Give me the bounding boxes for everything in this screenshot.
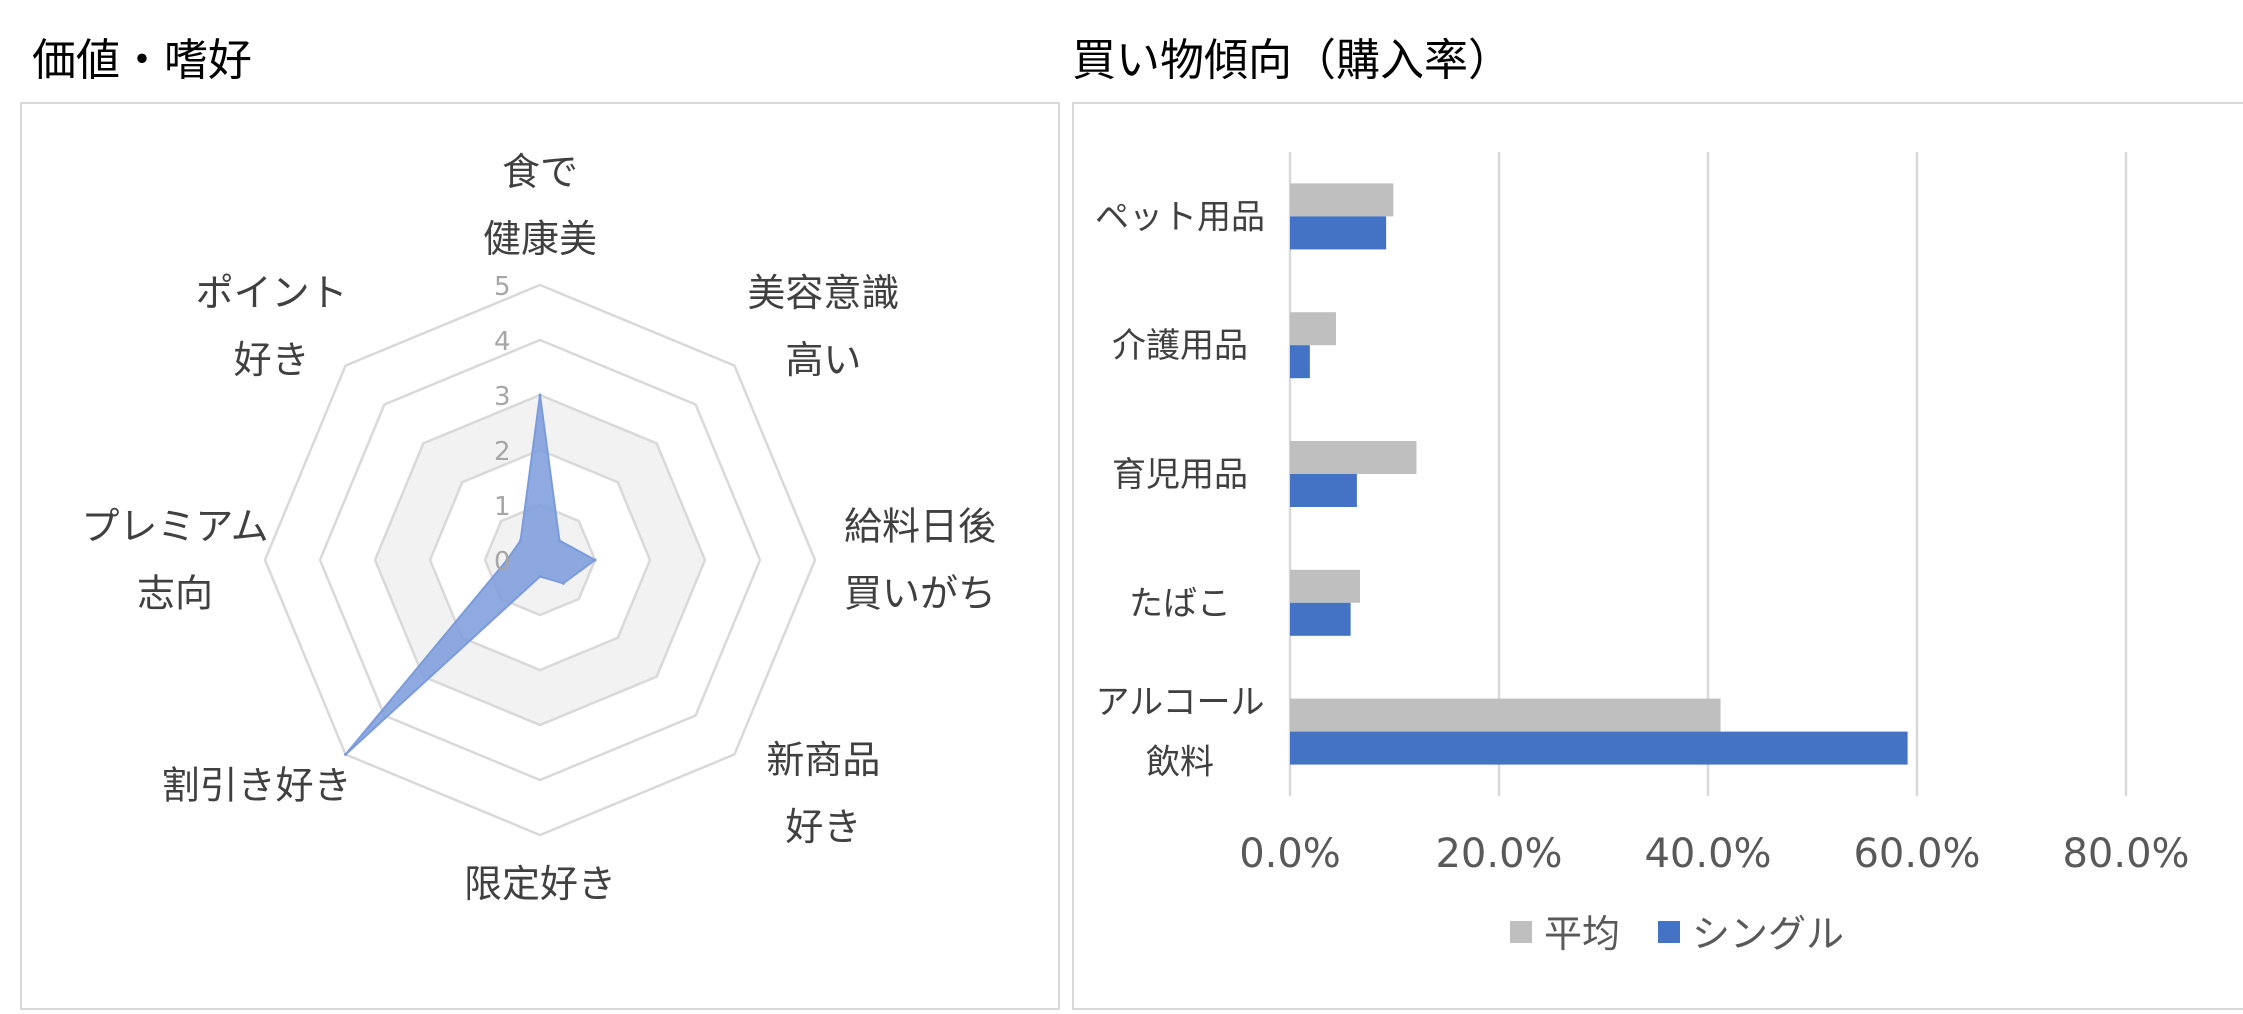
bar-category-label: 育児用品 xyxy=(1112,455,1248,495)
radar-scale-label: 4 xyxy=(494,327,511,357)
radar-axis-label: プレミアム xyxy=(81,505,268,549)
bar-single xyxy=(1290,345,1310,379)
bar-single xyxy=(1290,216,1387,250)
bar-average xyxy=(1290,698,1721,732)
bar-average xyxy=(1290,183,1394,217)
radar-axis-label: 新商品 xyxy=(766,738,880,782)
radar-point xyxy=(519,539,523,543)
bar-tick-label: 80.0% xyxy=(2062,831,2189,877)
radar-axis-label: 志向 xyxy=(137,572,213,616)
bar-tick-label: 20.0% xyxy=(1435,831,1562,877)
bar-tick-label: 60.0% xyxy=(1853,831,1980,877)
bar-single xyxy=(1290,602,1351,636)
radar-axis-label: 健康美 xyxy=(483,217,597,261)
bar-single xyxy=(1290,474,1357,507)
legend-swatch xyxy=(1658,921,1680,943)
radar-axis-label: 好き xyxy=(234,338,310,382)
radar-point xyxy=(344,752,348,756)
bar-average xyxy=(1290,312,1336,346)
radar-axis-label: 限定好き xyxy=(464,862,616,906)
radar-scale-label: 2 xyxy=(494,437,511,467)
radar-axis-label: 割引き好き xyxy=(162,763,352,807)
radar-scale-label: 0 xyxy=(494,547,511,577)
radar-scale-label: 5 xyxy=(494,272,511,302)
radar-gridline-3 xyxy=(373,393,707,727)
radar-chart-title: 価値・嗜好 xyxy=(32,35,252,86)
radar-axis-label: 食で xyxy=(502,150,578,194)
bar-category-label: 飲料 xyxy=(1146,743,1214,783)
radar-scale-label: 1 xyxy=(494,492,511,522)
radar-gridline-1 xyxy=(483,503,597,617)
legend-label: 平均 xyxy=(1544,912,1620,956)
bar-average xyxy=(1290,569,1361,603)
bar-chart-frame xyxy=(1072,102,2243,1010)
radar-scale-label: 3 xyxy=(494,382,511,412)
radar-point xyxy=(557,539,561,543)
radar-point xyxy=(538,393,542,397)
bar-average xyxy=(1290,441,1417,474)
bar-single xyxy=(1290,731,1908,765)
radar-axis-label: ポイント xyxy=(196,271,348,315)
radar-axis-label: 給料日後 xyxy=(844,505,996,549)
bar-tick-label: 40.0% xyxy=(1644,831,1771,877)
bar-category-label: たばこ xyxy=(1129,584,1231,624)
radar-gridline-2 xyxy=(428,448,652,672)
radar-axis-label: 好き xyxy=(785,805,861,849)
radar-gridline-5 xyxy=(263,283,817,837)
legend-label: シングル xyxy=(1692,912,1844,956)
bar-chart-title: 買い物傾向（購入率） xyxy=(1072,35,1512,86)
radar-axis-label: 買いがち xyxy=(844,572,996,616)
bar-category-label: アルコール xyxy=(1096,683,1265,723)
bar-category-label: 介護用品 xyxy=(1112,326,1248,366)
radar-point xyxy=(538,575,542,578)
radar-gridline-4 xyxy=(318,338,762,782)
legend-swatch xyxy=(1510,921,1532,943)
radar-point xyxy=(561,581,565,585)
radar-axis-label: 高い xyxy=(785,338,861,382)
radar-point xyxy=(593,558,597,562)
bar-category-label: ペット用品 xyxy=(1095,197,1265,237)
bar-tick-label: 0.0% xyxy=(1239,831,1341,877)
radar-point xyxy=(505,558,509,562)
radar-axis-label: 美容意識 xyxy=(747,271,899,315)
